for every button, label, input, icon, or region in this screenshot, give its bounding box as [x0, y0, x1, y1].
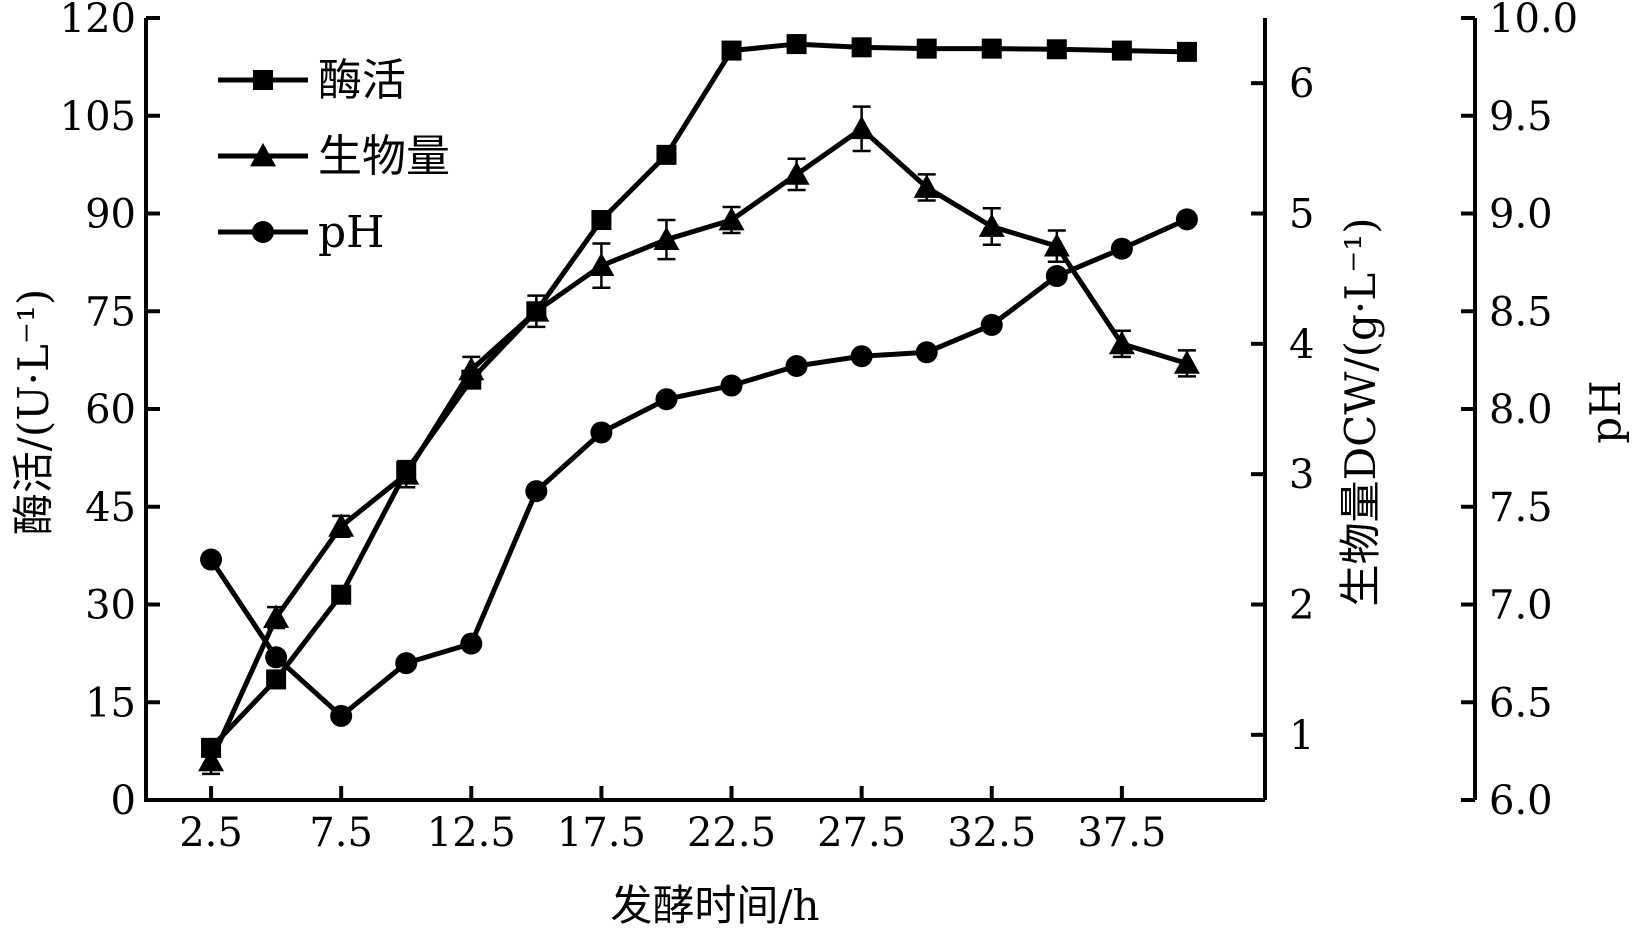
left-tick-label: 15 — [85, 680, 136, 726]
x-tick-label: 37.5 — [1077, 810, 1166, 856]
data-point — [848, 115, 875, 140]
data-point — [328, 513, 355, 537]
data-point — [523, 298, 550, 322]
data-point — [1111, 40, 1132, 61]
biomass-tick-label: 5 — [1289, 192, 1314, 238]
legend-label: 生物量 — [318, 131, 450, 182]
data-point — [851, 37, 872, 58]
data-point — [588, 252, 615, 277]
biomass-tick-label: 3 — [1289, 452, 1314, 498]
data-point — [718, 207, 745, 231]
data-point — [330, 704, 353, 727]
data-point — [786, 34, 807, 55]
series-circle — [200, 208, 1198, 727]
ph-tick-label: 7.5 — [1489, 485, 1553, 531]
data-point — [266, 669, 287, 690]
ph-tick-label: 6.0 — [1489, 778, 1553, 824]
left-tick-label: 30 — [85, 583, 136, 629]
x-tick-label: 2.5 — [179, 810, 243, 856]
data-point — [1173, 350, 1200, 374]
data-point — [915, 341, 938, 364]
data-point — [590, 421, 613, 444]
data-point — [1110, 237, 1133, 260]
x-tick-label: 12.5 — [427, 810, 516, 856]
biomass-tick-label: 1 — [1289, 713, 1314, 759]
data-point — [913, 174, 940, 198]
left-tick-label: 45 — [85, 485, 136, 531]
legend-label: 酶活 — [318, 55, 406, 106]
data-point — [1108, 330, 1135, 355]
left-tick-label: 75 — [85, 289, 136, 335]
x-tick-label: 22.5 — [687, 810, 776, 856]
data-point — [981, 38, 1002, 59]
data-point — [591, 210, 612, 231]
left-tick-label: 90 — [85, 192, 136, 238]
data-point — [460, 632, 483, 655]
ph-tick-label: 7.0 — [1489, 583, 1553, 629]
series-triangle — [198, 105, 1200, 776]
data-point — [783, 161, 810, 185]
biomass-tick-label: 6 — [1289, 61, 1314, 107]
legend-marker — [252, 221, 274, 243]
biomass-axis-label: 生物量DCW/(g·L⁻¹) — [1336, 217, 1385, 606]
ph-axis-label: pH — [1581, 380, 1630, 444]
series-line — [208, 217, 1188, 719]
legend-marker — [250, 143, 276, 167]
axes-layer: 01530456075901051201234566.06.57.07.58.0… — [60, 0, 1578, 856]
data-point — [265, 646, 288, 669]
ph-tick-label: 6.5 — [1489, 680, 1553, 726]
x-axis-label: 发酵时间/h — [610, 881, 819, 930]
data-point — [1176, 41, 1197, 62]
data-point — [653, 226, 680, 250]
data-point — [980, 313, 1003, 336]
ph-tick-label: 8.0 — [1489, 387, 1553, 433]
ph-tick-label: 10.0 — [1489, 0, 1578, 42]
ph-tick-label: 9.5 — [1489, 94, 1553, 140]
data-point — [785, 354, 808, 377]
series-line — [208, 126, 1188, 762]
data-point — [1043, 233, 1070, 257]
legend-entry: 酶活 — [218, 55, 406, 106]
x-tick-label: 7.5 — [309, 810, 373, 856]
left-axis-label: 酶活/(U·L⁻¹) — [9, 289, 58, 536]
x-tick-label: 32.5 — [947, 810, 1036, 856]
data-point — [458, 356, 485, 381]
ph-tick-label: 9.0 — [1489, 192, 1553, 238]
legend-marker — [253, 70, 273, 90]
left-tick-label: 60 — [85, 387, 136, 433]
biomass-tick-label: 2 — [1289, 583, 1314, 629]
series-layer — [198, 34, 1200, 776]
legend-entry: pH — [218, 207, 385, 258]
x-tick-label: 27.5 — [817, 810, 906, 856]
data-point — [916, 38, 937, 59]
data-point — [1175, 208, 1198, 231]
ph-tick-label: 8.5 — [1489, 289, 1553, 335]
data-point — [331, 584, 352, 605]
data-point — [198, 747, 225, 772]
data-point — [850, 345, 873, 368]
data-point — [721, 40, 742, 61]
data-point — [395, 652, 418, 675]
legend-entry: 生物量 — [218, 131, 450, 182]
data-point — [720, 374, 743, 397]
left-tick-label: 105 — [60, 94, 136, 140]
data-point — [978, 213, 1005, 237]
legend-label: pH — [318, 207, 385, 258]
data-point — [200, 548, 223, 571]
data-point — [263, 604, 290, 628]
left-tick-label: 0 — [111, 778, 136, 824]
data-point — [393, 461, 420, 485]
x-tick-label: 17.5 — [557, 810, 646, 856]
data-point — [525, 480, 548, 503]
series-line — [209, 41, 1187, 750]
data-point — [656, 144, 677, 165]
data-point — [1045, 265, 1068, 288]
biomass-tick-label: 4 — [1289, 322, 1314, 368]
left-tick-label: 120 — [60, 0, 136, 42]
data-point — [1046, 39, 1067, 60]
data-point — [655, 388, 678, 411]
